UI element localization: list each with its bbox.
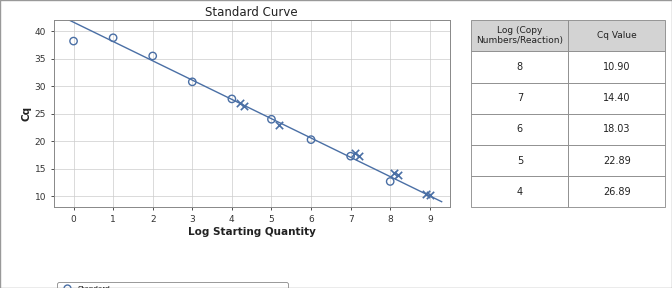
Point — [274, 123, 285, 128]
Point — [239, 103, 249, 108]
Point — [392, 173, 403, 177]
Point — [108, 35, 118, 40]
X-axis label: Log Starting Quantity: Log Starting Quantity — [187, 227, 316, 237]
Point — [353, 153, 364, 158]
Point — [226, 96, 237, 101]
Point — [235, 101, 245, 105]
Point — [306, 137, 317, 142]
Point — [421, 191, 431, 196]
Point — [187, 79, 198, 84]
Point — [266, 117, 277, 122]
Y-axis label: Cq: Cq — [22, 106, 32, 121]
Title: Standard Curve: Standard Curve — [206, 6, 298, 19]
Point — [389, 170, 400, 175]
Point — [147, 54, 158, 58]
Point — [385, 179, 396, 184]
Point — [425, 193, 435, 198]
Point — [345, 154, 356, 158]
Point — [349, 151, 360, 156]
Legend: Standard, Unknown, FAM    E= 92.9% R^2=0.987 Slope=-3.505 y-int=41.625: Standard, Unknown, FAM E= 92.9% R^2=0.98… — [57, 282, 288, 288]
Point — [68, 39, 79, 43]
